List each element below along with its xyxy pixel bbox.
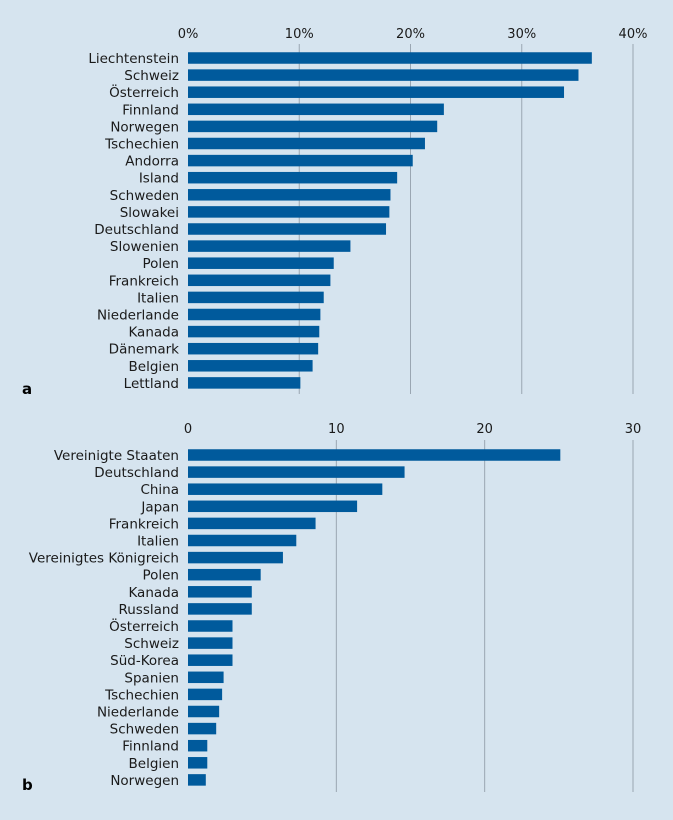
category-label-b-19: Norwegen <box>110 773 179 789</box>
chart-panel-a: 0% 10% 20% 30% 40% LiechtensteinSchweizÖsterr… <box>22 27 647 398</box>
tick-label-b-3: 30 <box>625 422 642 437</box>
tick-label-a-0: 0% <box>178 27 199 42</box>
bar-b-0 <box>188 449 561 461</box>
category-label-a-18: Belgien <box>129 359 180 375</box>
category-label-a-5: Tschechien <box>104 137 179 153</box>
bar-a-17 <box>188 342 319 355</box>
panel-label-b: b <box>22 776 33 794</box>
panel-label-a: a <box>22 380 32 398</box>
category-label-a-14: Italien <box>137 290 179 306</box>
category-label-a-15: Niederlande <box>97 308 179 324</box>
bar-b-13 <box>188 671 224 684</box>
category-label-a-16: Kanada <box>128 325 179 341</box>
category-label-a-3: Finnland <box>122 102 179 118</box>
bar-a-15 <box>188 308 321 321</box>
tick-label-a-1: 10% <box>285 27 314 42</box>
bar-b-14 <box>188 688 223 701</box>
category-label-a-7: Island <box>139 171 179 187</box>
category-label-b-16: Schweden <box>110 722 179 738</box>
bar-a-1 <box>188 69 579 81</box>
category-label-a-8: Schweden <box>110 188 179 204</box>
category-label-a-9: Slowakei <box>120 205 179 221</box>
bar-b-19 <box>188 774 206 786</box>
tick-label-a-2: 20% <box>396 27 425 42</box>
bar-b-16 <box>188 722 217 735</box>
category-label-b-14: Tschechien <box>104 687 179 703</box>
category-label-a-17: Dänemark <box>109 342 180 358</box>
bar-b-12 <box>188 654 233 666</box>
bar-a-18 <box>188 360 313 372</box>
bar-b-9 <box>188 603 252 615</box>
bar-a-3 <box>188 103 444 116</box>
bar-b-15 <box>188 705 220 718</box>
category-label-b-17: Finnland <box>122 739 179 755</box>
category-label-a-0: Liechtenstein <box>88 51 179 67</box>
bar-a-9 <box>188 206 390 218</box>
category-label-b-15: Niederlande <box>97 705 179 721</box>
bar-a-13 <box>188 274 331 287</box>
tick-label-a-4: 40% <box>619 27 648 42</box>
bar-b-8 <box>188 586 252 598</box>
category-label-a-6: Andorra <box>125 154 179 170</box>
tick-label-a-3: 30% <box>507 27 536 42</box>
bar-a-8 <box>188 189 391 201</box>
bar-b-11 <box>188 637 233 649</box>
category-label-a-19: Lettland <box>124 376 179 392</box>
bar-b-5 <box>188 534 297 547</box>
bar-a-0 <box>188 52 592 64</box>
bar-a-19 <box>188 377 301 389</box>
bar-a-12 <box>188 257 334 269</box>
category-label-b-7: Polen <box>142 568 179 584</box>
category-label-b-5: Italien <box>137 534 179 550</box>
bar-b-3 <box>188 500 358 513</box>
category-label-a-2: Österreich <box>109 83 179 101</box>
bar-a-10 <box>188 223 387 235</box>
category-label-b-9: Russland <box>118 602 179 618</box>
category-label-b-2: China <box>140 482 179 498</box>
category-label-b-6: Vereinigtes Königreich <box>29 551 179 567</box>
bar-a-11 <box>188 240 351 252</box>
bar-a-6 <box>188 154 413 167</box>
chart-panel-b: 0 10 20 30 Vereinigte StaatenDeutschlandChin… <box>22 422 641 794</box>
category-label-a-1: Schweiz <box>124 68 179 84</box>
category-label-b-18: Belgien <box>129 756 180 772</box>
category-label-b-13: Spanien <box>124 670 179 686</box>
category-label-a-12: Polen <box>142 256 179 272</box>
category-label-a-13: Frankreich <box>109 273 179 289</box>
bar-a-5 <box>188 137 425 150</box>
bar-a-7 <box>188 171 398 184</box>
tick-label-b-1: 10 <box>328 422 345 437</box>
category-label-b-0: Vereinigte Staaten <box>54 448 179 464</box>
bar-a-2 <box>188 86 565 98</box>
category-label-b-3: Japan <box>140 499 179 515</box>
tick-label-b-2: 20 <box>476 422 493 437</box>
category-label-b-4: Frankreich <box>109 516 179 532</box>
bar-a-4 <box>188 120 438 133</box>
bar-b-6 <box>188 551 283 564</box>
bar-b-10 <box>188 620 233 632</box>
bar-b-17 <box>188 739 208 752</box>
category-label-b-11: Schweiz <box>124 636 179 652</box>
bar-b-2 <box>188 483 383 495</box>
category-label-a-4: Norwegen <box>110 119 179 135</box>
bar-a-16 <box>188 325 320 338</box>
category-label-b-12: Süd-Korea <box>110 653 179 669</box>
category-label-a-11: Slowenien <box>110 239 179 255</box>
category-label-b-10: Österreich <box>109 617 179 635</box>
category-label-a-10: Deutschland <box>94 222 179 238</box>
bar-b-18 <box>188 757 208 769</box>
bar-b-7 <box>188 568 261 581</box>
bar-a-14 <box>188 291 324 304</box>
tick-label-b-0: 0 <box>184 422 192 437</box>
bar-b-4 <box>188 517 316 530</box>
category-label-b-1: Deutschland <box>94 465 179 481</box>
bar-b-1 <box>188 466 405 478</box>
category-label-b-8: Kanada <box>128 585 179 601</box>
